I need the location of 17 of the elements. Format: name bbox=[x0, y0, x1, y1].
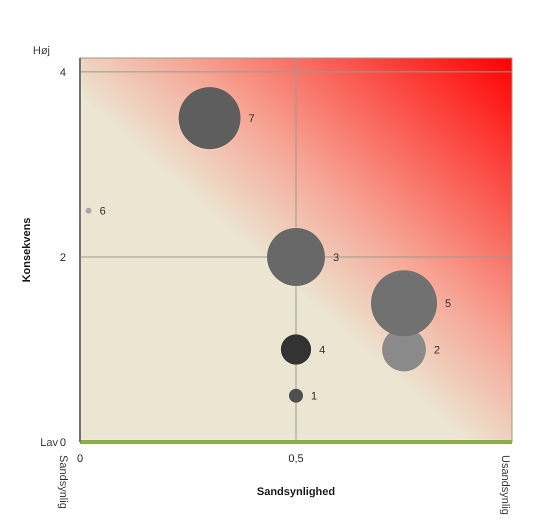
text: Sandsynlig bbox=[57, 455, 69, 509]
y-tick-label: 0 bbox=[60, 437, 66, 449]
annotation: 3 bbox=[332, 252, 340, 264]
annotation: 2 bbox=[434, 344, 440, 356]
x-axis-title: Sandsynlighed bbox=[256, 486, 336, 498]
text: Lav bbox=[40, 437, 58, 449]
y-tick-label: 4 bbox=[60, 66, 66, 79]
text: Usandsynlig bbox=[499, 455, 511, 515]
x-tick-label: 0,5 bbox=[288, 453, 304, 465]
annotation: 5 bbox=[445, 298, 452, 310]
annotation: 6 bbox=[100, 206, 106, 218]
y-axis-title: Konsekvens bbox=[20, 218, 33, 282]
annotation: 1 bbox=[311, 390, 318, 403]
annotation: 7 bbox=[248, 113, 255, 126]
annotation: 4 bbox=[319, 344, 326, 356]
text: Høj bbox=[32, 45, 50, 57]
y-tick-label: 2 bbox=[60, 252, 66, 264]
